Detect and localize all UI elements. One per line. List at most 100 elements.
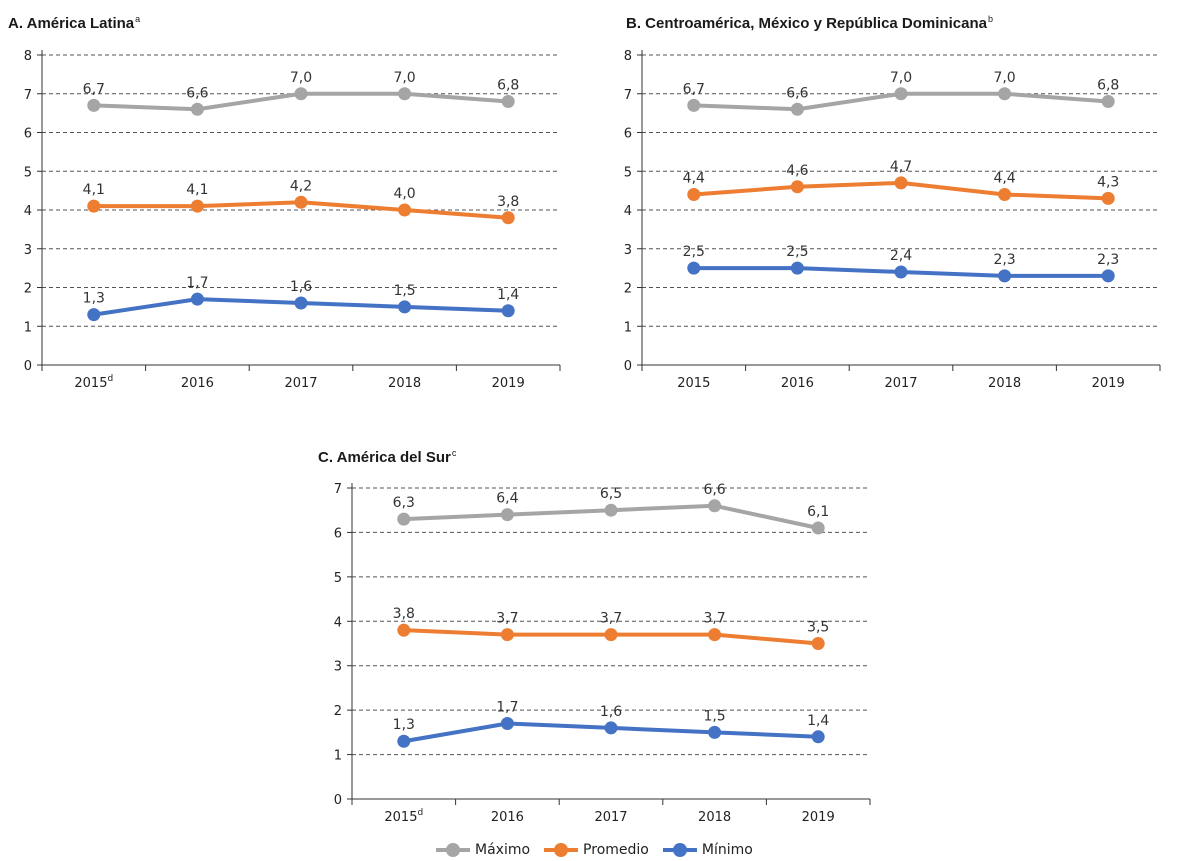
data-point-min [687,261,701,275]
y-tick-label: 0 [334,793,342,808]
data-point-min [811,730,825,744]
x-tick-label: 2019 [802,810,835,825]
y-tick-label: 6 [24,127,32,142]
data-point-max [687,98,701,112]
data-label-avg: 4,3 [1097,174,1119,190]
data-label-min: 1,7 [186,275,208,291]
x-tick-label: 2018 [988,376,1021,391]
data-point-avg [604,628,618,642]
data-label-avg: 4,2 [290,178,312,194]
y-tick-label: 7 [334,482,342,497]
data-point-avg [811,637,825,650]
x-tick-label: 2017 [284,376,317,391]
data-point-max [190,102,204,116]
chart-panel-c: C. América del Surc 0 1 2 3 4 5 6 7 2015d 2016 201… [300,436,880,836]
data-label-min: 1,3 [393,717,415,733]
data-point-avg [294,195,308,209]
x-tick-label: 2017 [884,376,917,391]
x-tick-label: 2015d [74,374,113,391]
y-tick-label: 2 [624,282,632,297]
data-label-avg: 3,8 [497,194,519,210]
data-label-max: 7,0 [290,70,312,86]
data-point-avg [398,203,412,217]
data-point-min [294,296,308,310]
data-label-avg: 4,1 [83,182,105,198]
data-point-max [501,95,515,108]
y-tick-label: 2 [334,704,342,719]
x-tick-label: 2016 [181,376,214,391]
y-tick-label: 4 [624,204,632,219]
y-tick-label: 1 [24,320,32,335]
y-tick-label: 3 [24,243,32,258]
x-tick-label: 2017 [594,810,627,825]
y-tick-label: 0 [624,359,632,374]
y-tick-label: 2 [24,282,32,297]
data-point-min [397,734,411,748]
data-point-min [501,304,515,318]
y-tick-label: 3 [334,660,342,675]
data-label-min: 1,5 [703,708,725,724]
data-label-avg: 3,7 [600,611,622,627]
data-point-max [811,521,825,535]
y-tick-label: 0 [24,359,32,374]
data-label-max: 6,6 [186,85,208,101]
x-tick-label: 2019 [1092,376,1125,391]
data-label-min: 1,6 [600,704,622,720]
data-label-min: 1,6 [290,279,312,295]
data-point-min [190,292,204,306]
data-label-avg: 4,1 [186,182,208,198]
y-tick-label: 5 [334,571,342,586]
data-label-avg: 4,4 [683,171,705,187]
data-label-min: 2,5 [683,244,705,260]
data-label-avg: 3,7 [496,611,518,627]
legend-item-max: Máximo [436,842,530,858]
legend-item-avg: Promedio [544,842,649,858]
y-tick-label: 5 [24,165,32,180]
y-tick-label: 8 [624,49,632,64]
y-tick-label: 1 [624,320,632,335]
data-label-max: 6,7 [683,81,705,97]
x-tick-label: 2016 [491,810,524,825]
data-label-min: 1,4 [807,713,829,729]
chart-title: B. Centroamérica, México y República Dom… [626,14,993,32]
data-point-max [894,87,908,101]
data-point-min [1101,269,1115,283]
data-label-max: 6,8 [497,78,519,94]
data-point-avg [894,176,908,190]
data-point-avg [501,211,515,225]
data-label-min: 2,3 [1097,252,1119,268]
data-label-avg: 3,5 [807,620,829,636]
data-label-max: 6,7 [83,81,105,97]
data-point-min [894,265,908,279]
y-tick-label: 7 [24,88,32,103]
data-label-avg: 3,8 [393,606,415,622]
data-point-avg [708,628,722,642]
legend-swatch-min [662,843,697,857]
data-point-max [708,499,722,513]
x-tick-label: 2015d [384,808,423,825]
data-label-avg: 4,4 [993,171,1015,187]
data-point-max [397,512,411,526]
data-label-max: 6,1 [807,504,829,520]
data-point-max [500,508,514,522]
data-label-max: 6,6 [786,85,808,101]
data-label-avg: 4,0 [393,186,415,202]
data-label-min: 2,5 [786,244,808,260]
line-chart-c: 0 1 2 3 4 5 6 7 2015d 2016 2017 2018 2019 6,3 6,4 6,5 6,… [334,482,871,825]
chart-title: C. América del Surc [318,448,457,466]
x-tick-label: 2018 [388,376,421,391]
data-point-min [708,725,722,739]
data-point-min [87,308,101,322]
x-tick-label: 2016 [781,376,814,391]
y-tick-label: 6 [624,127,632,142]
legend-swatch-avg [544,843,579,857]
data-point-avg [998,188,1012,201]
data-point-min [998,269,1012,283]
data-label-min: 1,4 [497,287,519,303]
line-chart-b: 0 1 2 3 4 5 6 7 8 2015 2016 2017 2018 2019 6,7 6,6 7,0 7,… [624,49,1161,391]
chart-panel-b: B. Centroamérica, México y República Dom… [600,0,1180,410]
x-tick-label: 2015 [677,376,710,391]
data-label-min: 2,3 [993,252,1015,268]
line-chart-a: 0 1 2 3 4 5 6 7 8 2015d 2016 2017 2018 2019 6,7 6,6 7,0 7… [24,49,561,391]
data-point-min [790,261,804,275]
